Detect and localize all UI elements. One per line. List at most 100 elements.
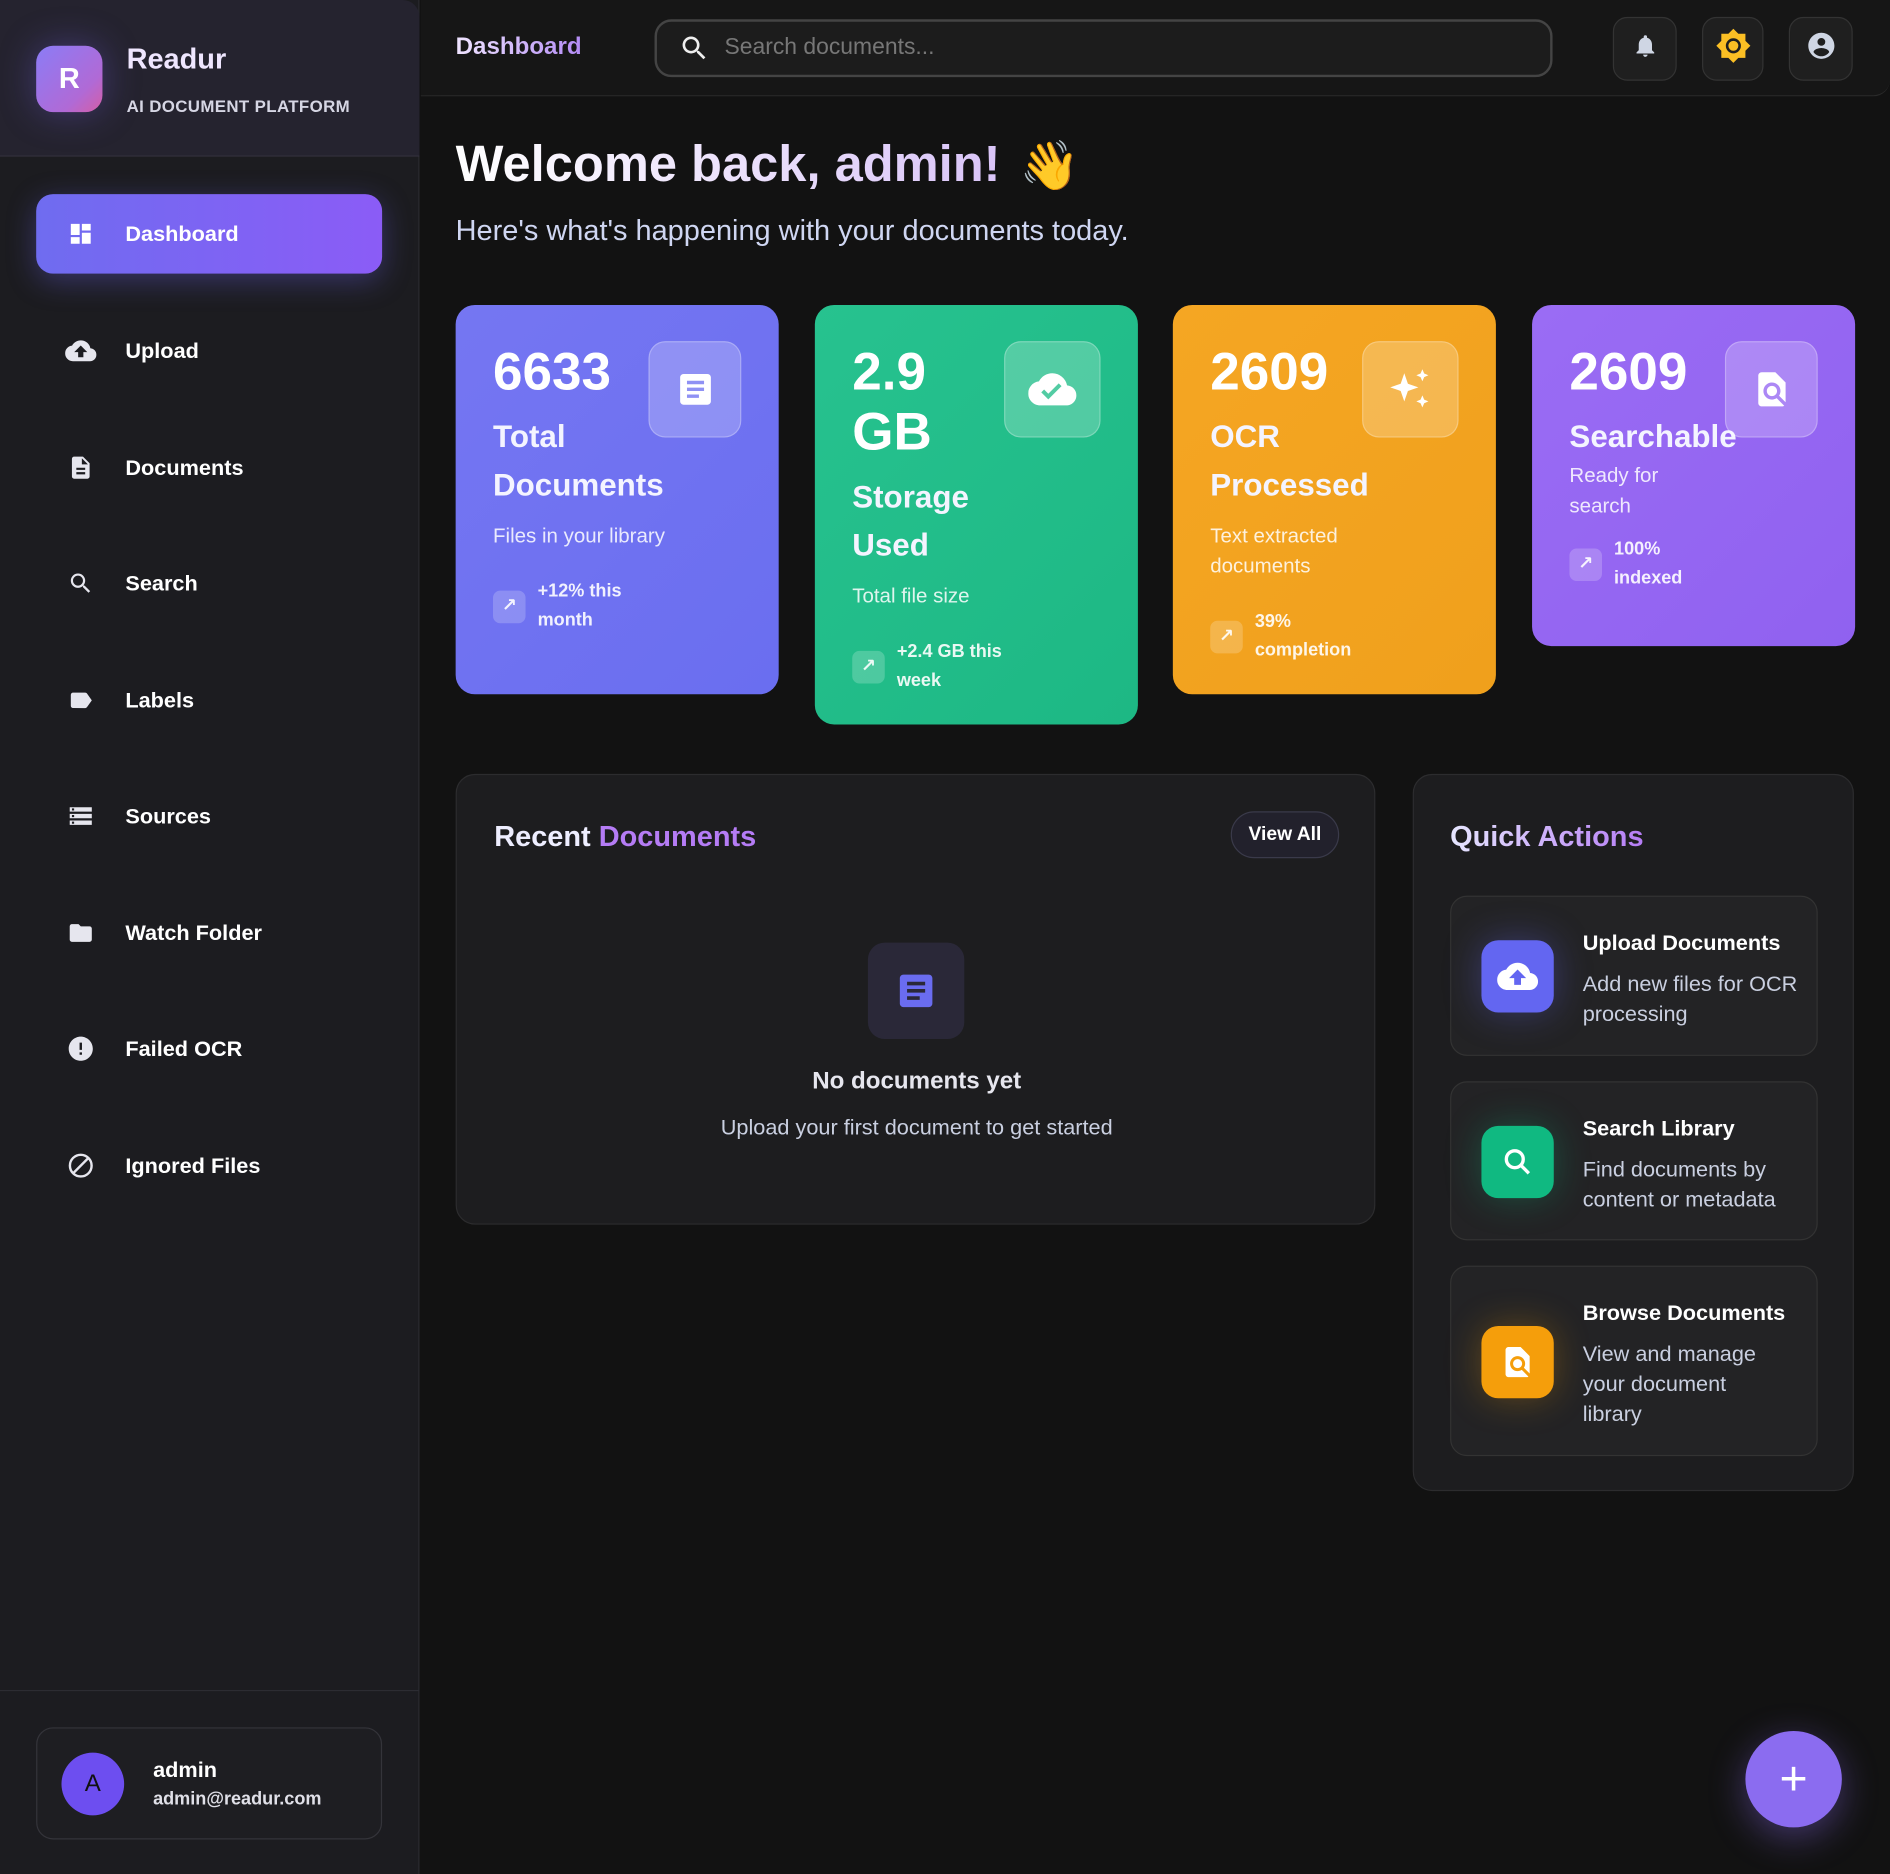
- action-desc: View and manage your document library: [1582, 1341, 1757, 1426]
- sidebar-item-search[interactable]: Search: [36, 544, 382, 624]
- sidebar-item-label: Dashboard: [125, 221, 239, 246]
- stat-desc: Files in your library: [493, 524, 665, 548]
- stat-value: 6633: [493, 342, 612, 402]
- cloud-upload-icon: [36, 335, 125, 366]
- folder-icon: [36, 920, 125, 947]
- bell-icon: [1632, 31, 1659, 66]
- browse-documents-action[interactable]: Browse Documents View and manage your do…: [1450, 1265, 1818, 1457]
- sidebar-item-label: Search: [125, 570, 198, 595]
- trending-up-icon: ↗: [852, 650, 885, 683]
- page-title: Dashboard: [455, 33, 582, 61]
- stat-card-storage-used[interactable]: 2.9 GB Storage Used Total file size ↗ +2.…: [814, 304, 1138, 725]
- sidebar-item-label: Upload: [125, 338, 199, 363]
- stat-title: Storage Used: [852, 478, 969, 563]
- upload-documents-action[interactable]: Upload Documents Add new files for OCR p…: [1450, 895, 1818, 1056]
- stat-desc: Total file size: [852, 584, 970, 608]
- sidebar-item-documents[interactable]: Documents: [36, 428, 382, 508]
- sidebar-item-watch-folder[interactable]: Watch Folder: [36, 893, 382, 973]
- recent-documents-panel: Recent Documents View All No documents y…: [455, 773, 1376, 1225]
- empty-title: No documents yet: [812, 1067, 1022, 1095]
- search-input[interactable]: [724, 34, 1508, 62]
- stat-value: 2609: [1569, 342, 1688, 402]
- stat-desc: Ready for search: [1569, 464, 1659, 518]
- search-icon: [1481, 1125, 1554, 1199]
- trending-up-icon: ↗: [1210, 620, 1243, 653]
- find-in-page-icon: [1724, 341, 1818, 438]
- sidebar-item-label: Sources: [125, 803, 212, 828]
- sidebar-item-sources[interactable]: Sources: [36, 776, 382, 856]
- user-name: admin: [153, 1757, 217, 1782]
- stat-trend: 100% indexed: [1614, 538, 1683, 589]
- stat-value: 2.9 GB: [852, 342, 932, 462]
- stat-trend: 39% completion: [1254, 611, 1352, 661]
- add-fab-button[interactable]: +: [1745, 1730, 1842, 1828]
- sun-icon: [1715, 28, 1751, 70]
- brand-name: Readur: [126, 43, 227, 76]
- search-icon: [36, 570, 125, 597]
- user-section: A admin admin@readur.com: [0, 1689, 420, 1874]
- logo: R: [36, 45, 103, 113]
- sidebar-item-label: Failed OCR: [125, 1036, 243, 1061]
- account-circle-icon: [1805, 30, 1836, 67]
- block-icon: [36, 1151, 125, 1180]
- sidebar: R Readur AI DOCUMENT PLATFORM Dashboard …: [0, 0, 420, 1874]
- sidebar-item-upload[interactable]: Upload: [36, 311, 382, 391]
- brand: R Readur AI DOCUMENT PLATFORM: [0, 0, 420, 157]
- trending-up-icon: ↗: [1569, 547, 1602, 581]
- action-title: Browse Documents: [1582, 1300, 1786, 1325]
- trending-up-icon: ↗: [493, 590, 526, 623]
- stat-card-searchable[interactable]: 2609 Searchable Ready for search ↗ 100% i…: [1532, 304, 1856, 647]
- welcome-title: Welcome back, admin!: [455, 135, 1001, 192]
- stat-card-total-documents[interactable]: 6633 Total Documents Files in your libra…: [455, 304, 779, 695]
- wave-icon: 👋: [1019, 139, 1080, 193]
- stat-trend: +2.4 GB this week: [896, 641, 1002, 691]
- header: Dashboard: [420, 0, 1890, 97]
- search-icon: [679, 33, 710, 64]
- view-all-button[interactable]: View All: [1230, 811, 1340, 859]
- avatar: A: [61, 1752, 125, 1816]
- find-in-page-icon: [1481, 1325, 1554, 1399]
- sidebar-item-labels[interactable]: Labels: [36, 661, 382, 741]
- sidebar-item-failed-ocr[interactable]: Failed OCR: [36, 1009, 382, 1089]
- empty-document-icon: [867, 942, 965, 1040]
- action-title: Upload Documents: [1582, 930, 1781, 955]
- stat-trend: +12% this month: [537, 581, 622, 631]
- theme-toggle-button[interactable]: [1702, 16, 1764, 81]
- cloud-upload-icon: [1481, 940, 1554, 1013]
- cloud-done-icon: [1004, 341, 1101, 438]
- recent-documents-title: Recent Documents: [494, 820, 757, 854]
- user-card[interactable]: A admin admin@readur.com: [36, 1727, 383, 1840]
- storage-icon: [36, 803, 125, 830]
- stat-title: OCR Processed: [1210, 418, 1369, 503]
- label-icon: [36, 687, 125, 714]
- sidebar-item-label: Ignored Files: [125, 1152, 261, 1178]
- quick-actions-panel: Quick Actions Upload Documents Add new f…: [1412, 773, 1854, 1492]
- sparkle-icon: [1362, 341, 1459, 438]
- quick-actions-title: Quick Actions: [1450, 820, 1644, 854]
- sidebar-item-ignored-files[interactable]: Ignored Files: [36, 1126, 382, 1206]
- action-title: Search Library: [1582, 1116, 1735, 1141]
- action-desc: Add new files for OCR processing: [1582, 971, 1798, 1026]
- stat-title: Searchable: [1569, 418, 1737, 455]
- action-desc: Find documents by content or metadata: [1582, 1157, 1776, 1212]
- brand-subtitle: AI DOCUMENT PLATFORM: [126, 96, 351, 116]
- search-library-action[interactable]: Search Library Find documents by content…: [1450, 1081, 1818, 1241]
- error-icon: [36, 1034, 125, 1063]
- sidebar-item-label: Documents: [125, 455, 244, 480]
- sidebar-item-label: Watch Folder: [125, 920, 262, 945]
- stat-title: Total Documents: [493, 418, 664, 503]
- stat-card-ocr-processed[interactable]: 2609 OCR Processed Text extracted docume…: [1172, 304, 1496, 695]
- empty-desc: Upload your first document to get starte…: [720, 1114, 1113, 1140]
- search-bar[interactable]: [654, 19, 1553, 78]
- stat-value: 2609: [1210, 342, 1329, 402]
- sidebar-item-dashboard[interactable]: Dashboard: [36, 194, 383, 274]
- dashboard-icon: [36, 221, 125, 248]
- notifications-button[interactable]: [1612, 16, 1677, 81]
- account-button[interactable]: [1788, 16, 1853, 81]
- user-email: admin@readur.com: [153, 1788, 322, 1810]
- document-icon: [36, 453, 125, 482]
- sidebar-item-label: Labels: [125, 687, 195, 712]
- welcome-subtitle: Here's what's happening with your docume…: [455, 214, 1129, 248]
- plus-icon: +: [1779, 1752, 1808, 1806]
- stat-desc: Text extracted documents: [1210, 524, 1338, 578]
